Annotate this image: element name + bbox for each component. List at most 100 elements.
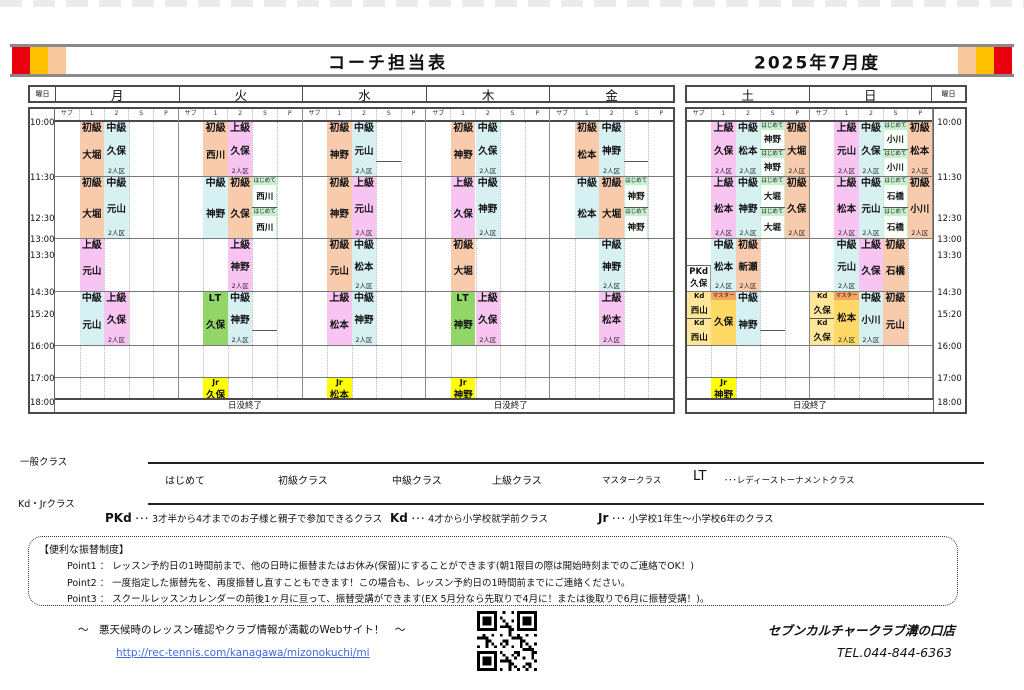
class-level-label: 中級 [860,293,881,304]
coach-name: 松本 [837,204,857,215]
coach-name: 久保 [106,145,126,157]
class-level-label: Kd [816,319,828,327]
cell-note: 2人区 [355,167,373,175]
class-level-label: 上級 [353,178,374,189]
coach-name: 久保 [206,389,226,401]
class-code: Jr [598,511,609,525]
column-guide [252,346,254,377]
time-block-r1300: 中級 元山 2人区 上級 久保 初級 石橋 [810,239,932,292]
class-level-label: 初級 [81,123,102,134]
cell-note: 2人区 [107,229,125,237]
time-block-r1130: 中級 神野 初級 久保 はじめて 西川 はじめて 西川 [178,177,302,239]
time-block-r1000: 初級 神野 中級 久保 2人区 [426,122,550,177]
lesson-cell: 上級 久保 2人区 [104,292,129,345]
class-level-label: はじめて [884,150,907,157]
subcolumn-label: S [129,109,155,120]
lesson-cell: 中級 元山 2人区 [834,239,859,291]
coach-name: 久保 [478,145,498,157]
column-guide [104,239,106,291]
sunset-row: 日没終了 [687,398,933,412]
lesson-slot: はじめて 大堀 [760,207,785,238]
time-block-r1300: 初級 元山 中級 松本 2人区 [302,239,426,292]
day-column-金: サブ 1 2 S P 初級 松本 中級 神野 2人区 中級 松本 初級 大堀 はじめて 神野 はじめて 神野 中級神… [550,109,673,402]
time-block-r1000: 上級 久保 2人区 中級 松本 2人区 はじめて 神野 はじめて 神野 初級 大堀 2人区 [687,122,809,177]
class-level-label: 中級 [106,178,127,189]
subcolumn-label: P [918,110,922,117]
coach-name: 西川 [253,185,277,207]
coach-name: 神野 [761,130,784,149]
column-guide [648,346,650,377]
class-level-label: 初級 [885,240,906,251]
subcolumn-label: 1 [712,109,737,120]
column-guide [834,346,836,377]
time-block-r1430: Kd 西山 Kd 西山 マスター 久保 中級 神野 [687,292,809,346]
time-label: 12:30 [937,214,962,224]
class-level-label: はじめて [884,178,907,184]
day-header-木: 木 [427,87,551,103]
class-level-label: 中級 [737,293,758,304]
column-guide [252,239,254,291]
lesson-slot: はじめて 神野 [760,122,785,149]
column-guide [500,292,502,345]
column-guide [760,239,762,291]
column-guide [735,346,737,377]
day-column-日: サブ 1 2 S P 上級 元山 2人区 中級 久保 2人区 はじめて 小川 はじめて 小川 初級 松本 2人区上… [810,109,933,402]
time-block-r1430: 上級 松本 中級 神野 2人区 [302,292,426,346]
column-guide [227,346,229,377]
class-level-label: Kd [693,319,705,327]
coach-name: 石橋 [884,216,907,238]
column-guide [524,378,526,402]
time-block-r1600 [810,346,932,378]
cell-note: 2人区 [603,336,621,344]
lesson-cell: 上級 久保 [450,177,476,238]
subcolumn-label: S [624,109,650,120]
lesson-cell: 中級 元山 2人区 [858,177,884,238]
coach-name: 久保 [714,145,734,157]
class-level-label: 中級 [601,240,622,251]
time-block-r1430: 上級 松本 2人区 [550,292,673,346]
time-block-r1430: LT 神野 上級 久保 2人区 [426,292,550,346]
time-label: 10:00 [937,118,962,128]
cell-note: 2人区 [231,167,249,175]
column-guide [475,239,477,291]
class-code: Kd [390,511,408,525]
coach-name: 元山 [354,145,374,157]
coach-name: 大堀 [82,208,102,220]
website-link[interactable]: http://rec-tennis.com/kanagawa/mizonokuc… [116,647,370,659]
lesson-cell: 初級 石橋 [883,239,908,291]
time-block-r1000: 上級 元山 2人区 中級 久保 2人区 はじめて 小川 はじめて 小川 初級 松本 2人区 [810,122,932,177]
coach-name: 松本 [577,150,597,161]
title-bar-left-decoration [12,47,66,74]
time-block-r1600 [302,346,426,378]
lesson-cell: 初級 大堀 [79,177,105,238]
footer: ～ 悪天候時のレッスン確認やクラブ情報が満載のWebサイト！ ～ http://… [0,608,1024,690]
coach-name: 小川 [884,157,907,176]
coach-name: 西川 [206,150,226,161]
class-level-label: 中級 [81,293,102,304]
column-guide [153,239,155,291]
day-header-row: 土日 曜日 [685,85,967,103]
class-level-label: 中級 [860,123,881,134]
lesson-cell: 中級 神野 [203,177,228,238]
class-level-label: 初級 [737,240,758,251]
lesson-slot: Kd 久保 [810,292,835,318]
lesson-slot: はじめて 大堀 [760,177,785,207]
subcolumn-header-row: サブ 1 2 S P [810,109,932,122]
subcolumn-label: 2 [600,109,625,120]
coach-name: 久保 [230,208,250,220]
subcolumn-label: P [535,110,540,117]
class-level-label: マスター [834,292,859,300]
class-level-label: はじめて [761,178,784,184]
lesson-cell: 初級 松本 [574,122,600,176]
cell-note: 2人区 [107,167,125,175]
coach-name: 西川 [253,216,277,238]
lesson-cell: 中級 元山 [79,292,105,345]
class-level-label: Kd [693,292,705,300]
half-slot-divider [623,160,649,162]
day-header-火: 火 [180,87,304,103]
subcolumn-label: 1 [451,109,476,120]
day-header-水: 水 [303,87,427,103]
column-guide [500,378,502,402]
day-column-火: サブ 1 2 S P 初級 西川 上級 久保 2人区 中級 神野 初級 久保 はじめて 西川 はじめて 西川 上級神… [178,109,303,402]
coach-name: 神野 [230,261,250,273]
